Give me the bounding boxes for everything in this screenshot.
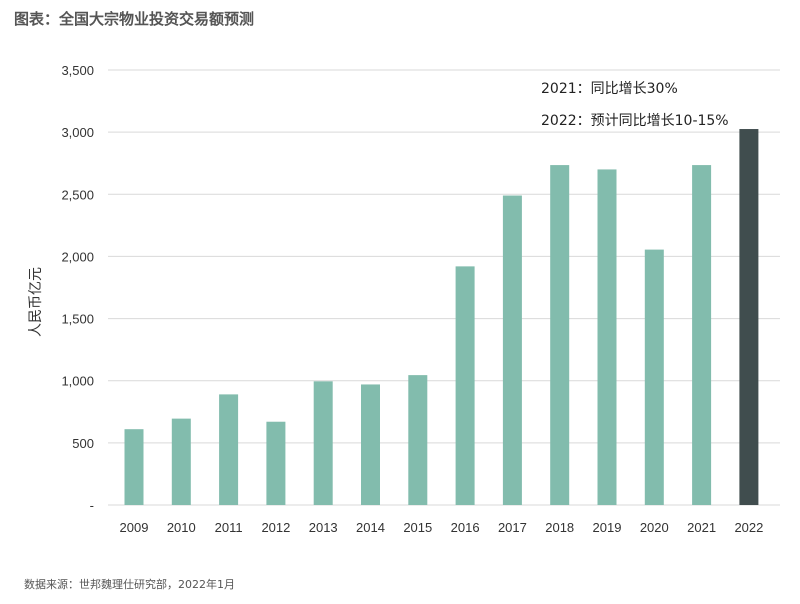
y-tick-label: 2,000 xyxy=(61,249,94,264)
y-axis-ticks: - 500 1,000 1,500 2,000 2,500 3,000 3,500 xyxy=(61,63,94,513)
bar-2011 xyxy=(219,394,239,505)
x-tick-label: 2019 xyxy=(593,520,622,535)
y-tick-label: - xyxy=(90,498,94,513)
y-tick-label: 2,500 xyxy=(61,187,94,202)
x-tick-label: 2012 xyxy=(261,520,290,535)
x-tick-label: 2016 xyxy=(451,520,480,535)
bar-2017 xyxy=(502,195,522,505)
x-tick-label: 2013 xyxy=(309,520,338,535)
x-tick-label: 2022 xyxy=(734,520,763,535)
y-tick-label: 3,000 xyxy=(61,125,94,140)
y-tick-label: 3,500 xyxy=(61,63,94,78)
x-tick-label: 2010 xyxy=(167,520,196,535)
data-source-note: 数据来源：世邦魏理仕研究部，2022年1月 xyxy=(24,578,235,591)
bar-2013 xyxy=(313,381,333,505)
annotation-2022: 2022：预计同比增长10-15% xyxy=(541,113,729,129)
bar-2010 xyxy=(171,418,191,505)
bar-2019 xyxy=(597,169,617,505)
x-tick-label: 2009 xyxy=(120,520,149,535)
y-axis-label: 人民币亿元 xyxy=(28,267,44,337)
bar-2015 xyxy=(408,375,428,505)
y-tick-label: 1,000 xyxy=(61,374,94,389)
gridlines xyxy=(108,69,780,506)
bar-2022 xyxy=(739,129,759,506)
x-tick-label: 2011 xyxy=(215,520,243,535)
bars xyxy=(124,129,759,506)
bar-2016 xyxy=(455,266,475,505)
x-tick-label: 2014 xyxy=(356,520,385,535)
x-tick-label: 2017 xyxy=(498,520,527,535)
x-axis-ticks: 2009 2010 2011 2012 2013 2014 2015 2016 2017 2018… xyxy=(120,520,764,535)
chart-title: 图表：全国大宗物业投资交易额预测 xyxy=(14,10,255,28)
bar-2009 xyxy=(124,429,144,505)
x-tick-label: 2021 xyxy=(687,520,716,535)
bar-2020 xyxy=(644,249,664,505)
bar-2021 xyxy=(692,165,712,506)
x-tick-label: 2020 xyxy=(640,520,669,535)
bar-2014 xyxy=(361,384,380,505)
annotation-2021: 2021：同比增长30% xyxy=(541,81,678,97)
x-tick-label: 2015 xyxy=(403,520,432,535)
bar-2018 xyxy=(550,165,570,506)
bar-2012 xyxy=(266,421,286,505)
y-tick-label: 500 xyxy=(72,436,94,451)
y-tick-label: 1,500 xyxy=(61,312,94,327)
x-tick-label: 2018 xyxy=(545,520,574,535)
